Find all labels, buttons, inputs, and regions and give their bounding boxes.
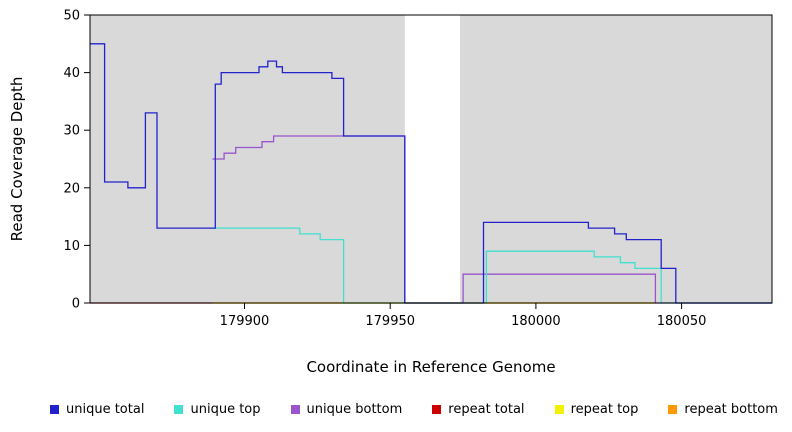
plot-background-region — [90, 15, 405, 303]
legend-item-unique-bottom: unique bottom — [290, 401, 403, 417]
x-axis-label: Coordinate in Reference Genome — [306, 358, 555, 376]
legend-swatch-icon — [432, 404, 442, 414]
legend-swatch-icon — [554, 404, 564, 414]
coverage-plot: 0 10 20 30 40 50 179900 179950 180000 180050 Coor… — [8, 9, 773, 376]
x-tick-label: 180050 — [657, 314, 707, 329]
legend-label: repeat total — [448, 401, 525, 417]
legend-swatch-icon — [290, 404, 300, 414]
legend-label: unique total — [66, 401, 145, 417]
legend-item-repeat-bottom: repeat bottom — [668, 402, 778, 417]
legend-item-unique-top: unique top — [174, 401, 261, 417]
y-tick-label: 20 — [63, 181, 80, 196]
x-tick-label: 179900 — [220, 314, 270, 329]
legend-label: repeat top — [570, 401, 639, 417]
plot-box — [89, 14, 773, 304]
legend-label: unique top — [190, 401, 261, 417]
legend-swatch-icon — [668, 404, 678, 414]
y-tick-label: 0 — [72, 297, 80, 312]
legend-swatch-icon — [174, 404, 184, 414]
plot-background-region — [460, 15, 772, 303]
y-tick-label: 30 — [63, 124, 80, 139]
legend-item-repeat-top: repeat top — [554, 401, 639, 417]
legend-label: repeat bottom — [684, 401, 778, 417]
y-axis-label: Read Coverage Depth — [8, 77, 26, 242]
legend-swatch-icon — [50, 404, 59, 414]
legend: unique total unique top unique bottom repea… — [0, 392, 792, 426]
axes-layer: 0 10 20 30 40 50 179900 179950 180000 180050 — [63, 9, 773, 329]
y-tick-label: 50 — [63, 9, 80, 24]
x-tick-label: 180000 — [511, 314, 561, 329]
plot-background-layer — [90, 15, 772, 303]
legend-item-unique-total: unique total — [50, 402, 144, 417]
legend-item-repeat-total: repeat total — [432, 401, 525, 417]
legend-label: unique bottom — [306, 401, 403, 417]
y-tick-label: 10 — [63, 239, 80, 254]
series-unique-top — [212, 227, 772, 304]
y-tick-label: 40 — [63, 66, 80, 81]
series-unique-total — [90, 43, 772, 304]
x-tick-label: 179950 — [365, 314, 415, 329]
series-unique-bottom — [212, 135, 772, 304]
